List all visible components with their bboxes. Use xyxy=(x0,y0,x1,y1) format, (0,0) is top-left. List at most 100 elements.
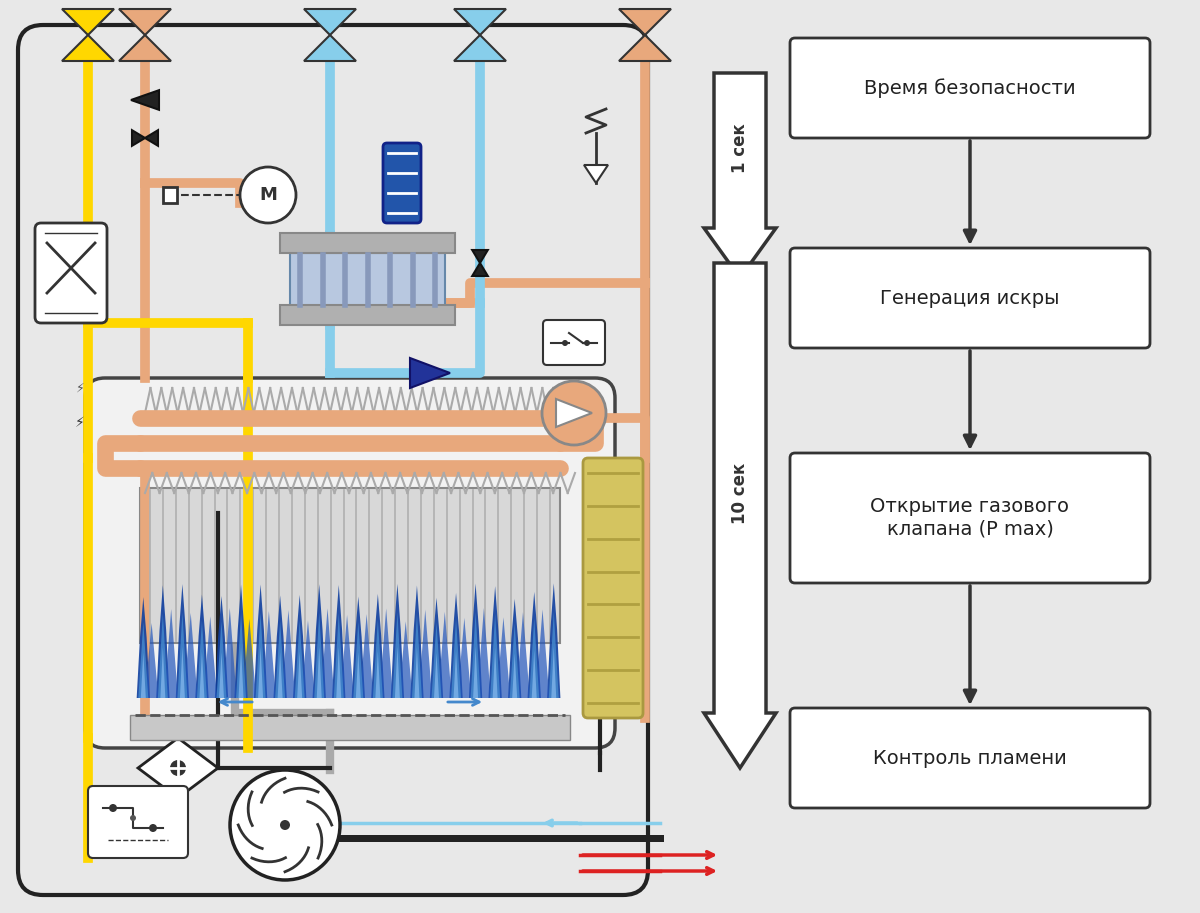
Text: M: M xyxy=(259,186,277,204)
Polygon shape xyxy=(619,35,671,61)
Polygon shape xyxy=(332,585,346,698)
Polygon shape xyxy=(320,608,335,698)
Polygon shape xyxy=(551,646,557,698)
Polygon shape xyxy=(234,584,247,698)
Polygon shape xyxy=(532,650,536,698)
Polygon shape xyxy=(341,615,354,698)
Circle shape xyxy=(130,815,136,821)
Polygon shape xyxy=(438,612,451,698)
Polygon shape xyxy=(62,9,114,35)
Polygon shape xyxy=(451,619,461,698)
Polygon shape xyxy=(254,584,268,698)
Bar xyxy=(163,187,178,203)
Polygon shape xyxy=(138,623,149,698)
Polygon shape xyxy=(158,614,168,698)
Polygon shape xyxy=(454,35,506,61)
Polygon shape xyxy=(373,620,383,698)
Bar xyxy=(280,233,455,253)
Text: Время безопасности: Время безопасности xyxy=(864,79,1076,98)
FancyBboxPatch shape xyxy=(383,143,421,223)
FancyBboxPatch shape xyxy=(35,223,107,323)
Polygon shape xyxy=(419,610,432,698)
Polygon shape xyxy=(215,596,228,698)
Polygon shape xyxy=(236,613,246,698)
Polygon shape xyxy=(454,651,458,698)
Polygon shape xyxy=(556,399,592,427)
Polygon shape xyxy=(304,9,356,35)
Polygon shape xyxy=(218,652,224,698)
Polygon shape xyxy=(242,619,256,698)
Polygon shape xyxy=(488,586,502,698)
Polygon shape xyxy=(493,647,498,698)
FancyArrow shape xyxy=(704,73,776,278)
Polygon shape xyxy=(293,595,306,698)
FancyBboxPatch shape xyxy=(85,378,616,748)
Polygon shape xyxy=(282,610,295,698)
Polygon shape xyxy=(137,597,150,698)
Circle shape xyxy=(280,820,290,830)
Polygon shape xyxy=(275,621,286,698)
Polygon shape xyxy=(457,618,472,698)
Bar xyxy=(140,488,560,643)
Circle shape xyxy=(109,804,118,812)
Polygon shape xyxy=(512,654,517,698)
Polygon shape xyxy=(470,613,480,698)
Polygon shape xyxy=(304,35,356,61)
Polygon shape xyxy=(312,584,326,698)
Polygon shape xyxy=(398,622,413,698)
Polygon shape xyxy=(334,614,343,698)
Polygon shape xyxy=(528,592,541,698)
Polygon shape xyxy=(497,617,510,698)
Polygon shape xyxy=(516,612,530,698)
Polygon shape xyxy=(145,131,158,146)
Polygon shape xyxy=(473,250,487,263)
Circle shape xyxy=(149,824,157,832)
Text: 10 сек: 10 сек xyxy=(731,462,749,524)
Polygon shape xyxy=(140,653,145,698)
Circle shape xyxy=(170,760,186,776)
Polygon shape xyxy=(430,598,443,698)
Polygon shape xyxy=(414,647,420,698)
Polygon shape xyxy=(119,35,172,61)
Polygon shape xyxy=(256,613,265,698)
Polygon shape xyxy=(164,609,178,698)
FancyArrow shape xyxy=(704,263,776,768)
Bar xyxy=(280,305,455,325)
Polygon shape xyxy=(449,593,463,698)
Polygon shape xyxy=(317,646,322,698)
Polygon shape xyxy=(395,646,400,698)
Polygon shape xyxy=(199,651,204,698)
Polygon shape xyxy=(132,131,145,146)
FancyBboxPatch shape xyxy=(88,786,188,858)
Polygon shape xyxy=(376,651,380,698)
Polygon shape xyxy=(410,358,450,388)
Polygon shape xyxy=(239,647,244,698)
Polygon shape xyxy=(371,593,384,698)
Circle shape xyxy=(542,381,606,445)
Polygon shape xyxy=(352,596,365,698)
FancyBboxPatch shape xyxy=(542,320,605,365)
Polygon shape xyxy=(145,623,158,698)
FancyBboxPatch shape xyxy=(790,38,1150,138)
Text: 1 сек: 1 сек xyxy=(731,123,749,173)
Polygon shape xyxy=(353,622,364,698)
Polygon shape xyxy=(196,594,209,698)
Polygon shape xyxy=(258,647,263,698)
Text: ⚡: ⚡ xyxy=(76,416,85,430)
Polygon shape xyxy=(336,647,341,698)
Polygon shape xyxy=(529,618,539,698)
Polygon shape xyxy=(547,583,560,698)
Polygon shape xyxy=(161,647,166,698)
Text: Открытие газового
клапана (P max): Открытие газового клапана (P max) xyxy=(870,498,1069,539)
Text: Генерация искры: Генерация искры xyxy=(881,289,1060,308)
Polygon shape xyxy=(119,9,172,35)
Polygon shape xyxy=(391,584,404,698)
FancyBboxPatch shape xyxy=(790,453,1150,583)
Circle shape xyxy=(240,167,296,223)
Polygon shape xyxy=(223,608,236,698)
Polygon shape xyxy=(478,608,491,698)
Polygon shape xyxy=(412,614,422,698)
FancyBboxPatch shape xyxy=(583,458,643,718)
Polygon shape xyxy=(184,613,198,698)
Polygon shape xyxy=(175,584,190,698)
